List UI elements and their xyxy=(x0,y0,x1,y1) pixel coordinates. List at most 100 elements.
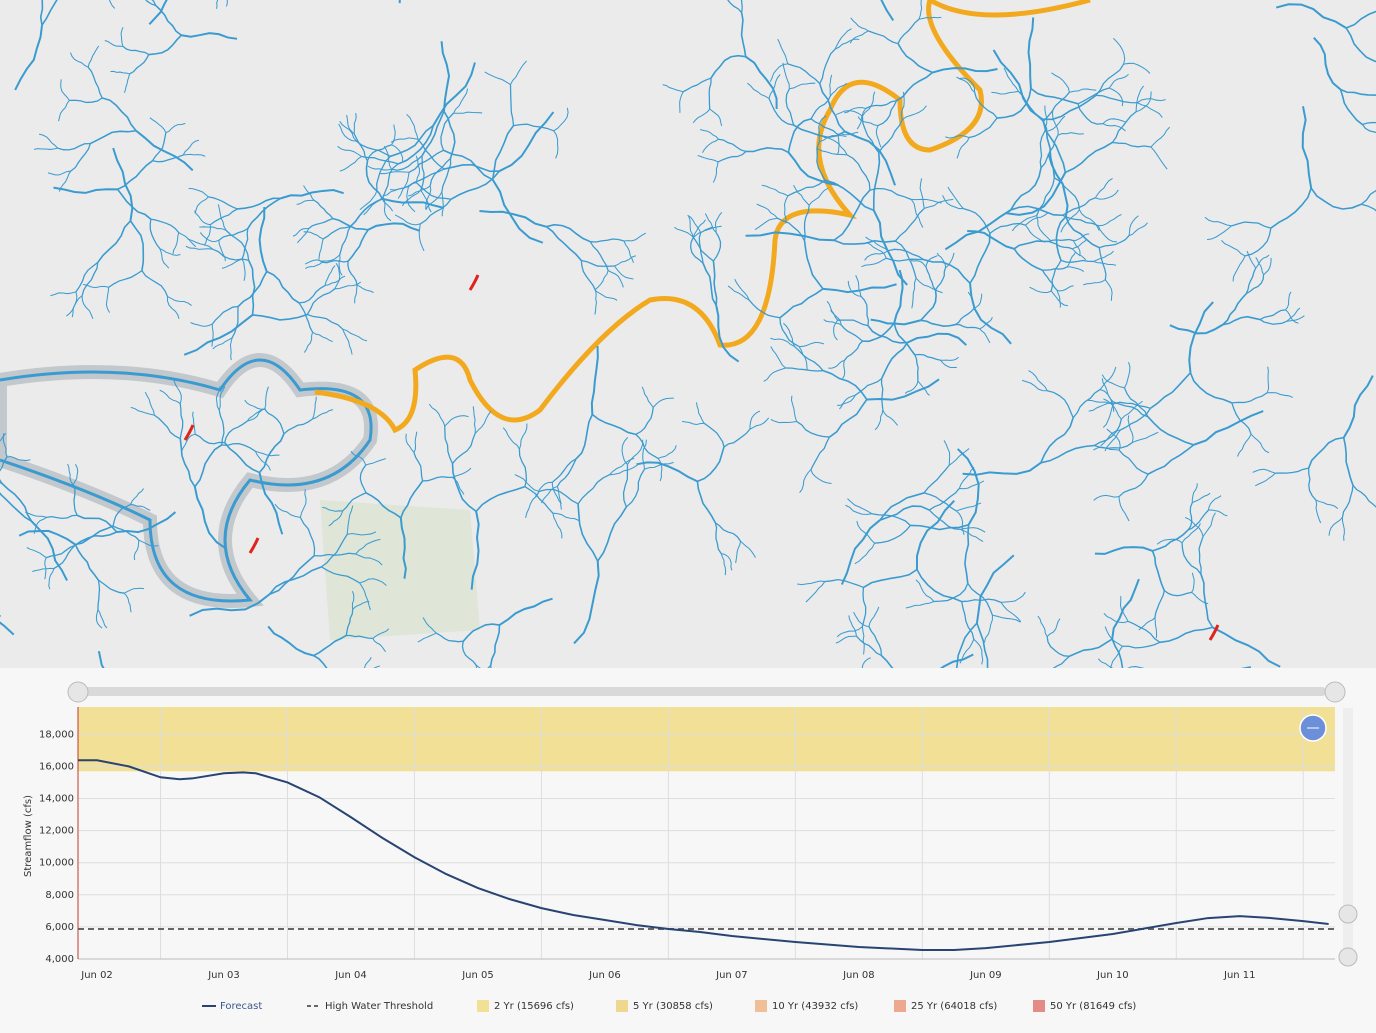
stream xyxy=(112,503,131,527)
stream xyxy=(346,114,355,135)
range-handle-left[interactable] xyxy=(67,681,89,703)
map[interactable] xyxy=(0,0,1376,668)
stream xyxy=(138,539,159,547)
stream xyxy=(185,245,213,250)
stream xyxy=(14,25,43,91)
stream xyxy=(77,514,118,533)
stream xyxy=(269,555,315,596)
stream xyxy=(144,391,155,416)
stream xyxy=(992,49,1043,120)
stream xyxy=(959,480,985,490)
stream xyxy=(1052,655,1070,668)
stream xyxy=(840,324,863,342)
stream xyxy=(622,464,629,508)
stream xyxy=(74,531,118,547)
stream xyxy=(1010,205,1063,217)
y-handle-bottom[interactable] xyxy=(1338,947,1358,967)
stream xyxy=(1119,596,1129,622)
forecast-line xyxy=(78,759,1329,952)
stream xyxy=(299,489,307,518)
stream xyxy=(793,124,846,139)
return-period-band xyxy=(78,707,1335,772)
stream xyxy=(406,186,416,213)
stream xyxy=(1039,131,1046,169)
stream xyxy=(829,74,833,97)
stream xyxy=(1003,67,1019,92)
stream xyxy=(359,190,378,211)
stream xyxy=(1094,178,1113,199)
stream xyxy=(589,241,609,271)
y-handle-top[interactable] xyxy=(1338,904,1358,924)
stream xyxy=(577,503,599,562)
stream xyxy=(1051,72,1070,93)
stream xyxy=(763,367,786,382)
stream xyxy=(211,305,239,325)
stream xyxy=(1231,402,1252,435)
stream xyxy=(1259,319,1287,325)
stream xyxy=(422,476,453,482)
stream xyxy=(1101,378,1114,403)
stream xyxy=(1103,398,1122,420)
stream xyxy=(1163,590,1192,597)
stream xyxy=(318,238,324,260)
stream xyxy=(247,197,282,229)
stream xyxy=(167,296,192,306)
stream xyxy=(956,76,976,93)
stream xyxy=(581,259,615,267)
stream xyxy=(1266,366,1270,393)
stream xyxy=(391,124,396,146)
stream xyxy=(1118,449,1149,475)
stream xyxy=(441,191,444,217)
stream xyxy=(1000,602,1022,623)
stream xyxy=(366,144,392,162)
stream xyxy=(1342,375,1374,439)
stream xyxy=(1169,323,1224,335)
stream xyxy=(712,161,719,183)
stream xyxy=(1122,641,1161,649)
stream xyxy=(928,509,961,531)
stream xyxy=(1069,638,1113,657)
stream xyxy=(183,153,206,157)
stream xyxy=(956,137,970,159)
stream xyxy=(525,491,540,518)
stream xyxy=(674,226,694,238)
stream xyxy=(969,233,991,284)
stream xyxy=(193,486,228,550)
stream xyxy=(148,0,168,26)
stream xyxy=(498,597,553,626)
x-tick-label: Jun 11 xyxy=(1223,970,1256,981)
stream xyxy=(1056,290,1061,308)
stream xyxy=(1046,618,1061,637)
stream xyxy=(141,270,169,297)
stream xyxy=(787,118,812,153)
stream xyxy=(267,625,314,657)
stream xyxy=(479,210,547,228)
range-handle-right[interactable] xyxy=(1324,681,1346,703)
stream xyxy=(1094,419,1122,447)
stream xyxy=(641,386,654,408)
stream xyxy=(82,283,109,289)
stream xyxy=(595,290,618,301)
stream xyxy=(748,299,781,319)
stream xyxy=(1188,301,1214,373)
y-scrollbar[interactable] xyxy=(1343,708,1353,958)
stream xyxy=(440,112,454,151)
stream xyxy=(715,305,740,363)
stream xyxy=(1147,444,1195,475)
stream xyxy=(910,199,924,228)
stream xyxy=(1345,10,1376,29)
stream xyxy=(69,97,103,104)
stream xyxy=(241,259,246,281)
stream xyxy=(425,185,432,210)
stream xyxy=(723,428,751,448)
stream xyxy=(976,622,989,668)
stream xyxy=(635,433,659,459)
stream xyxy=(108,270,143,288)
stream xyxy=(916,569,962,603)
stream xyxy=(697,446,725,483)
stream xyxy=(866,378,940,401)
stream xyxy=(1152,529,1189,552)
stream xyxy=(491,125,515,180)
range-track[interactable] xyxy=(80,687,1326,696)
stream xyxy=(172,232,180,255)
